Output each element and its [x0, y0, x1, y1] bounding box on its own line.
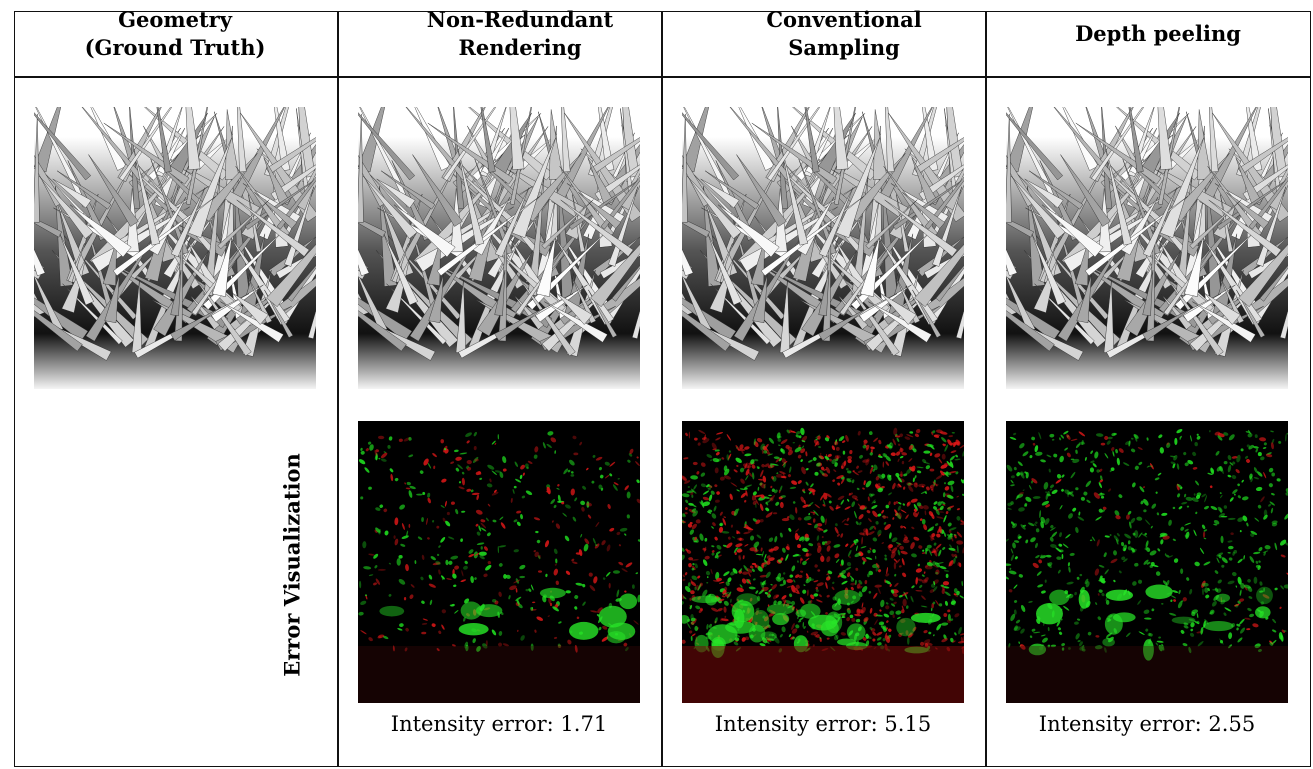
header-conventional-line1: Conventional — [766, 7, 922, 32]
comparison-figure — [14, 11, 1311, 767]
header-nonredundant: Non-Redundant Rendering — [340, 6, 700, 62]
geometry-render-image — [34, 107, 316, 389]
conventional-error-image — [682, 421, 964, 703]
header-divider — [15, 76, 1310, 78]
column-divider — [337, 12, 339, 766]
row-label-error-visualization: Error Visualization — [272, 430, 312, 700]
nonredundant-render-image — [358, 107, 640, 389]
column-divider — [661, 12, 663, 766]
header-depthpeeling-line1: Depth peeling — [1075, 21, 1241, 46]
conventional-render-image — [682, 107, 964, 389]
caption-conventional: Intensity error: 5.15 — [714, 712, 932, 736]
depthpeeling-render-image — [1006, 107, 1288, 389]
row-label-text: Error Visualization — [279, 453, 305, 677]
header-geometry-line2: (Ground Truth) — [84, 35, 266, 60]
column-divider — [985, 12, 987, 766]
depthpeeling-error-image — [1006, 421, 1288, 703]
header-nonredundant-line1: Non-Redundant — [426, 7, 614, 32]
header-conventional-line2: Sampling — [788, 35, 900, 60]
nonredundant-error-image — [358, 421, 640, 703]
header-nonredundant-line2: Rendering — [458, 35, 582, 60]
caption-depthpeeling: Intensity error: 2.55 — [1038, 712, 1256, 736]
header-conventional: Conventional Sampling — [664, 6, 1024, 62]
caption-nonredundant: Intensity error: 1.71 — [390, 712, 608, 736]
header-depthpeeling: Depth peeling — [988, 20, 1313, 48]
header-geometry-line1: Geometry — [118, 7, 232, 32]
header-geometry: Geometry (Ground Truth) — [14, 6, 336, 62]
